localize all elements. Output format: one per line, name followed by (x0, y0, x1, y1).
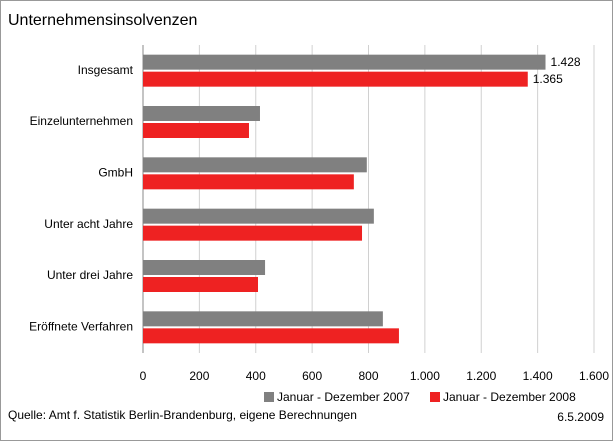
bar (143, 277, 259, 292)
bar (143, 54, 546, 70)
x-tick-label: 0 (140, 369, 147, 383)
legend-label: Januar - Dezember 2008 (443, 390, 576, 404)
bar (143, 328, 399, 344)
value-label: 1.365 (533, 72, 563, 86)
bar (143, 157, 367, 173)
x-tick-label: 400 (246, 369, 266, 383)
y-tick-label: Einzelunternehmen (30, 114, 133, 128)
x-tick-label: 1.600 (579, 369, 609, 383)
bar (143, 71, 528, 87)
x-tick-label: 600 (302, 369, 322, 383)
legend-swatch (430, 392, 440, 402)
x-tick-label: 800 (358, 369, 378, 383)
x-tick-label: 1.400 (523, 369, 553, 383)
bar (143, 225, 363, 241)
y-tick-label: Unter drei Jahre (47, 268, 133, 282)
x-tick-label: 1.200 (466, 369, 496, 383)
y-tick-label: Insgesamt (78, 63, 134, 77)
legend-swatch (264, 392, 274, 402)
y-tick-label: GmbH (98, 166, 133, 180)
y-tick-label: Unter acht Jahre (44, 217, 133, 231)
bar (143, 174, 354, 190)
x-tick-label: 1.000 (410, 369, 440, 383)
bar (143, 123, 249, 138)
bar (143, 311, 383, 327)
y-tick-label: Eröffnete Verfahren (29, 320, 133, 334)
source: Quelle: Amt f. Statistik Berlin-Brandenb… (8, 408, 357, 422)
legend-label: Januar - Dezember 2007 (277, 390, 410, 404)
bar (143, 208, 374, 224)
bar (143, 260, 266, 275)
value-label: 1.428 (551, 55, 581, 69)
date: 6.5.2009 (557, 410, 604, 424)
x-tick-label: 200 (189, 369, 209, 383)
bar (143, 106, 260, 121)
chart-title: Unternehmensinsolvenzen (8, 12, 197, 29)
